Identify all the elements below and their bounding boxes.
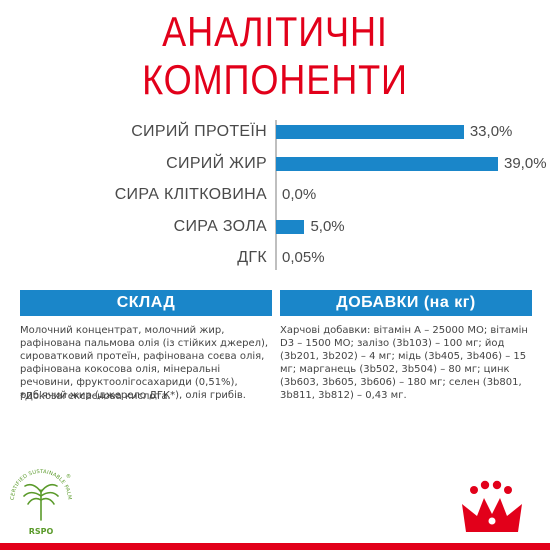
royal-canin-logo-icon (462, 480, 522, 532)
analysis-bar (276, 219, 305, 234)
chart-axis (275, 120, 277, 270)
analysis-row: СИРИЙ ПРОТЕЇН 33,0% (0, 118, 550, 146)
composition-header: СКЛАД (20, 290, 272, 316)
analysis-value: 5,0% (310, 217, 345, 235)
svg-text:®: ® (66, 473, 71, 480)
analysis-label: ДГК (237, 249, 267, 266)
title-line-1: АНАЛІТИЧНІ (162, 8, 388, 55)
analysis-bar (276, 125, 464, 139)
analysis-value: 39,0% (504, 154, 547, 172)
analysis-value: 0,05% (282, 249, 325, 266)
page-title: АНАЛІТИЧНІ КОМПОНЕНТИ (39, 8, 512, 104)
analysis-row: СИРА ЗОЛА 5,0% (0, 213, 550, 241)
analysis-row: ДГК 0,05% (0, 244, 550, 272)
additives-text: Харчові добавки: вітамін А – 25000 МО; в… (280, 325, 528, 401)
svg-text:RSPO: RSPO (29, 527, 54, 536)
analysis-bar (276, 156, 498, 171)
analytical-components-chart: СИРИЙ ПРОТЕЇН 33,0% СИРИЙ ЖИР 39,0% СИРА КЛІ… (0, 118, 550, 278)
analysis-label: СИРА КЛІТКОВИНА (114, 186, 267, 203)
additives-header: ДОБАВКИ (на кг) (280, 290, 532, 316)
analysis-label: СИРИЙ ПРОТЕЇН (131, 123, 267, 140)
rspo-logo-icon: CERTIFIED SUSTAINABLE PALM OIL RSPO ® (6, 460, 72, 536)
bottom-accent-bar (0, 543, 550, 550)
analysis-label: СИРИЙ ЖИР (166, 154, 267, 172)
analysis-row: СИРА КЛІТКОВИНА 0,0% (0, 181, 550, 209)
analysis-row: СИРИЙ ЖИР 39,0% (0, 150, 550, 178)
analysis-value: 0,0% (282, 186, 317, 203)
analysis-label: СИРА ЗОЛА (173, 217, 267, 235)
analysis-value: 33,0% (469, 123, 513, 140)
title-line-2: КОМПОНЕНТИ (142, 56, 408, 103)
footnote: *Докозагексаєнова кислота. (20, 391, 171, 402)
composition-text: Молочний концентрат, молочний жир, рафін… (20, 325, 269, 401)
